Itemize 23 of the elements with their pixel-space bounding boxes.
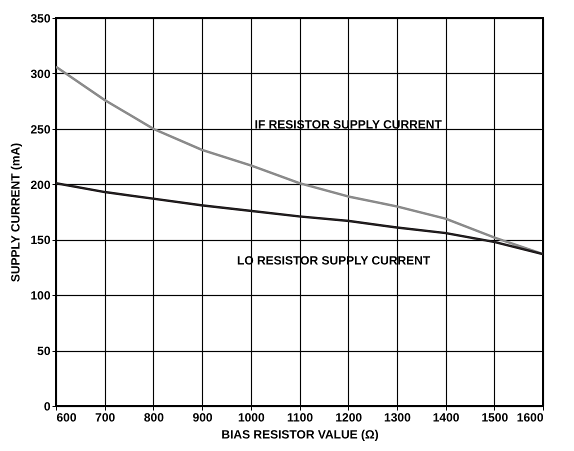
line-series xyxy=(56,66,543,256)
x-tick-label: 700 xyxy=(95,410,116,424)
x-tick-label: 800 xyxy=(144,410,164,424)
y-tick-label: 50 xyxy=(37,344,51,358)
x-tick-label: 1400 xyxy=(432,410,460,424)
y-tick-label: 100 xyxy=(30,288,51,303)
x-tick-label: 1200 xyxy=(335,410,362,424)
x-tick-label: 1000 xyxy=(238,410,265,424)
x-tick-label: 1300 xyxy=(384,410,412,424)
y-tick-label: 350 xyxy=(30,12,51,26)
y-tick-label: 300 xyxy=(30,66,51,81)
x-tick-label: 900 xyxy=(192,410,213,424)
x-axis-title: BIAS RESISTOR VALUE (Ω) xyxy=(221,428,379,442)
line-series xyxy=(56,182,543,256)
x-tick-label: 600 xyxy=(56,410,77,424)
x-tick-label: 1600 xyxy=(516,410,544,424)
y-tick-label: 0 xyxy=(44,400,51,414)
y-tick-label: 150 xyxy=(30,233,51,248)
y-tick-label: 200 xyxy=(30,178,51,192)
y-axis-title: SUPPLY CURRENT (mA) xyxy=(8,142,22,282)
y-tick-label: 250 xyxy=(30,122,51,136)
x-tick-label: 1100 xyxy=(286,410,314,424)
x-tick-label: 1500 xyxy=(481,410,508,424)
